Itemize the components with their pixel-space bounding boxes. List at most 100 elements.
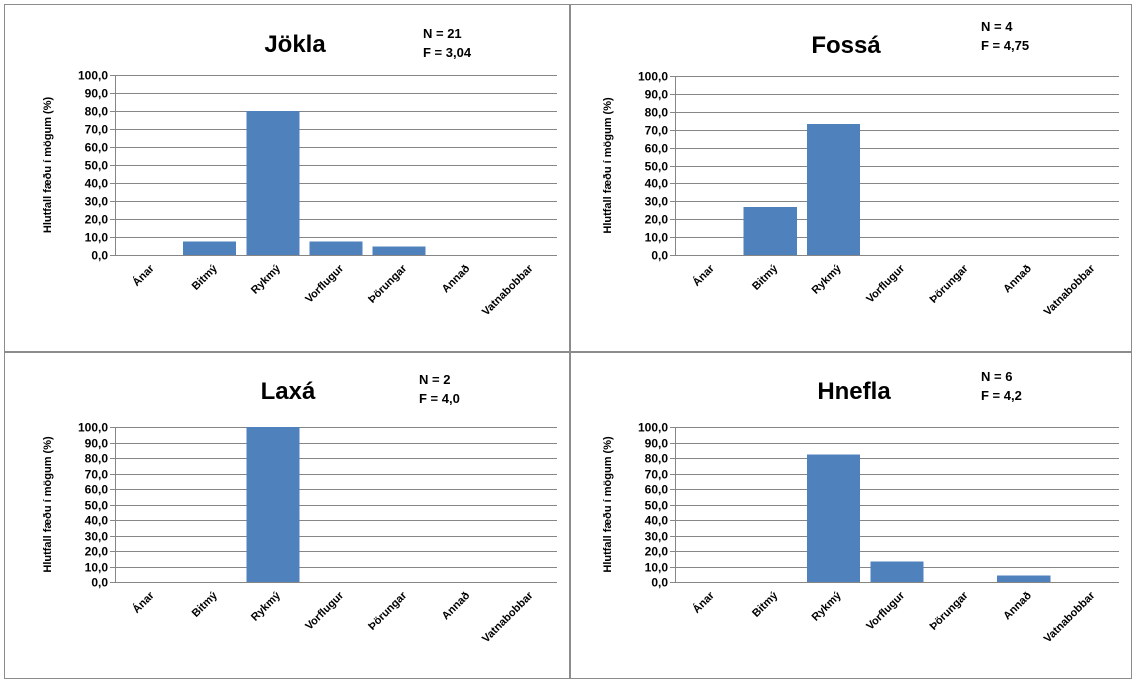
y-tick-label: 70,0	[645, 468, 669, 482]
chart-annotation-n: N = 6	[981, 369, 1012, 384]
y-tick-label: 50,0	[645, 160, 669, 174]
y-tick-label: 50,0	[85, 159, 109, 173]
y-tick-label: 80,0	[645, 106, 669, 120]
chart-svg-laxa: Laxá N = 2 F = 4,0 0,010,0 20,030,0 40,050,0 6…	[42, 372, 557, 645]
bar-rykmy	[246, 111, 300, 255]
y-tick-label: 80,0	[645, 452, 669, 466]
y-tick-label: 30,0	[645, 530, 669, 544]
x-tick-label: Ánar	[130, 261, 157, 288]
x-tick-label: Bitmý	[750, 589, 781, 620]
bar-bitmy	[183, 241, 237, 255]
y-tick-label: 100,0	[638, 421, 668, 435]
y-tick-label: 20,0	[645, 545, 669, 559]
x-tick-label: Þörungar	[366, 262, 410, 306]
x-tick-label: Bitmý	[750, 262, 781, 293]
y-tick-label: 50,0	[645, 499, 669, 513]
x-tick-label: Ánar	[130, 588, 157, 615]
chart-svg-jokla: Jökla N = 21 F = 3,04 0,0 10,0 20,0 30,0 40,0 50…	[42, 26, 557, 318]
bar-vorflugur	[309, 241, 363, 255]
y-tick-label: 20,0	[85, 213, 109, 227]
y-tick-label: 20,0	[645, 213, 669, 227]
y-tick-label: 70,0	[85, 468, 109, 482]
bar-vorflugur	[870, 561, 924, 582]
bar-rykmy	[806, 123, 861, 255]
x-tick-label: Ánar	[690, 261, 717, 288]
x-tick-label: Ánar	[690, 588, 717, 615]
y-axis-title: Hlutfall fæðu í mögum (%)	[42, 436, 54, 573]
y-tick-label: 90,0	[85, 437, 109, 451]
x-tick-label: Þörungar	[366, 589, 410, 633]
chart-annotation-f: F = 4,2	[981, 388, 1022, 403]
x-tick-label: Vatnabobbar	[1042, 262, 1098, 318]
y-axis-title: Hlutfall fæðu í mögum (%)	[42, 97, 54, 234]
y-tick-label: 80,0	[85, 105, 109, 119]
y-tick-label: 40,0	[85, 514, 109, 528]
x-tick-label: Vatnabobbar	[480, 262, 536, 318]
x-tick-label: Þörungar	[927, 262, 971, 306]
chart-panel-fossa: Fossá N = 4 F = 4,75 0,0 10,0 20,0 30,0 40,0 50,…	[570, 4, 1132, 352]
y-tick-label: 40,0	[645, 177, 669, 191]
chart-title: Hnefla	[817, 378, 891, 405]
bar-rykmy	[246, 427, 300, 582]
chart-title: Laxá	[261, 378, 316, 405]
y-tick-label: 100,0	[78, 69, 108, 83]
chart-svg-fossa: Fossá N = 4 F = 4,75 0,0 10,0 20,0 30,0 40,0 50,…	[602, 19, 1119, 318]
y-tick-label: 10,0	[645, 231, 669, 245]
y-tick-label: 10,0	[85, 231, 109, 245]
x-tick-label: Vatnabobbar	[480, 589, 536, 645]
y-tick-label: 70,0	[85, 123, 109, 137]
y-tick-label: 50,0	[85, 499, 109, 513]
y-tick-label: 100,0	[638, 70, 668, 84]
x-tick-label: Rykmý	[249, 589, 284, 624]
y-tick-label: 0,0	[651, 576, 668, 590]
x-tick-label: Vorflugur	[864, 589, 907, 632]
y-tick-label: 60,0	[85, 141, 109, 155]
x-tick-label: Vorflugur	[303, 589, 346, 632]
x-tick-label: Annað	[1001, 262, 1034, 295]
y-tick-label: 70,0	[645, 124, 669, 138]
bar-annad	[997, 575, 1051, 582]
y-tick-label: 40,0	[85, 177, 109, 191]
y-tick-label: 30,0	[645, 195, 669, 209]
y-tick-label: 40,0	[645, 514, 669, 528]
chart-annotation-n: N = 4	[981, 19, 1013, 34]
x-tick-label: Bitmý	[190, 262, 221, 293]
x-tick-label: Annað	[440, 589, 473, 622]
x-tick-label: Rykmý	[810, 262, 845, 297]
y-tick-label: 60,0	[645, 483, 669, 497]
bar-bitmy	[743, 207, 797, 255]
y-tick-label: 20,0	[85, 545, 109, 559]
y-tick-label: 0,0	[91, 576, 108, 590]
y-tick-label: 80,0	[85, 452, 109, 466]
y-tick-label: 60,0	[645, 142, 669, 156]
x-tick-label: Annað	[1001, 589, 1034, 622]
x-tick-label: Þörungar	[927, 589, 971, 633]
y-tick-label: 90,0	[85, 87, 109, 101]
x-tick-label: Rykmý	[249, 262, 284, 297]
chart-annotation-f: F = 4,0	[419, 391, 460, 406]
chart-title: Fossá	[811, 32, 881, 59]
chart-annotation-n: N = 21	[423, 26, 462, 41]
x-tick-label: Vatnabobbar	[1042, 589, 1098, 645]
chart-svg-hnefla: Hnefla N = 6 F = 4,2 0,010,0 20,030,0 40,050,…	[602, 369, 1119, 645]
bar-thorungar	[372, 246, 426, 255]
y-axis-title: Hlutfall fæðu í mögum (%)	[602, 97, 614, 234]
chart-annotation-f: F = 3,04	[423, 45, 472, 60]
y-tick-label: 10,0	[85, 561, 109, 575]
chart-annotation-f: F = 4,75	[981, 38, 1029, 53]
chart-panel-laxa: Laxá N = 2 F = 4,0 0,0 10,0 20,0 30,0 40,0 50,0 6…	[4, 352, 570, 679]
y-tick-label: 30,0	[85, 530, 109, 544]
y-tick-label: 90,0	[645, 88, 669, 102]
y-tick-label: 10,0	[645, 561, 669, 575]
x-tick-label: Bitmý	[190, 589, 221, 620]
chart-annotation-n: N = 2	[419, 372, 450, 387]
bar-rykmy	[806, 454, 861, 582]
chart-title: Jökla	[264, 31, 326, 58]
x-tick-label: Annað	[440, 262, 473, 295]
y-tick-label: 0,0	[651, 249, 668, 263]
y-tick-label: 100,0	[78, 421, 108, 435]
x-tick-label: Vorflugur	[303, 262, 346, 305]
y-axis-title: Hlutfall fæðu í mögum (%)	[602, 436, 614, 573]
chart-panel-hnefla: Hnefla N = 6 F = 4,2 0,0 10,0 20,0 30,0 40,0 50,…	[570, 352, 1132, 679]
x-tick-label: Rykmý	[810, 589, 845, 624]
